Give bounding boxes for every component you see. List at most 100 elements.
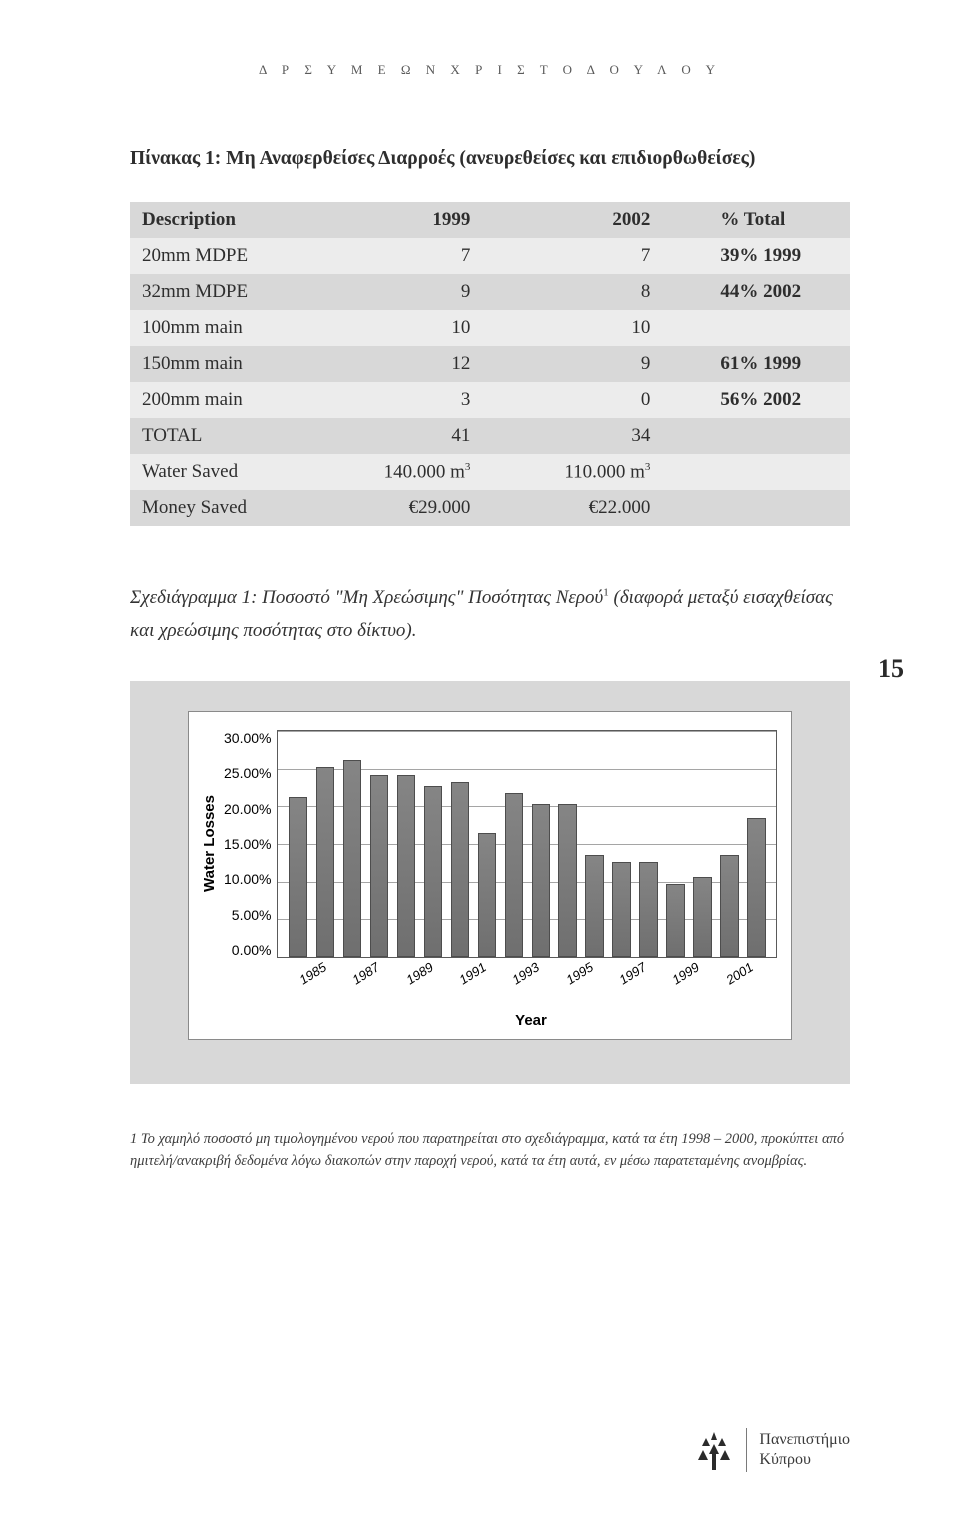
bar-slot xyxy=(635,731,662,957)
bar xyxy=(639,862,657,957)
table-cell: 150mm main xyxy=(130,346,360,382)
table-cell: 39% 1999 xyxy=(720,238,850,274)
col-description: Description xyxy=(130,202,360,238)
bar xyxy=(451,782,469,957)
bar xyxy=(370,775,388,957)
table-cell: Money Saved xyxy=(130,490,360,526)
bar-slot xyxy=(689,731,716,957)
chart-container: Water Losses 30.00%25.00%20.00%15.00%10.… xyxy=(130,681,850,1084)
bar xyxy=(478,833,496,957)
table-cell: Water Saved xyxy=(130,454,360,490)
table-cell: 41 xyxy=(360,418,540,454)
table-row: 200mm main3056% 2002 xyxy=(130,382,850,418)
table-cell: 140.000 m3 xyxy=(360,454,540,490)
bar xyxy=(612,862,630,957)
table-cell xyxy=(720,418,850,454)
table-cell: 7 xyxy=(540,238,720,274)
table-header-row: Description 1999 2002 % Total xyxy=(130,202,850,238)
bar-slot xyxy=(284,731,311,957)
leaks-table: Description 1999 2002 % Total 20mm MDPE7… xyxy=(130,202,850,526)
bar-slot xyxy=(527,731,554,957)
table-row: 32mm MDPE9844% 2002 xyxy=(130,274,850,310)
col-total: % Total xyxy=(720,202,850,238)
ytick-label: 0.00% xyxy=(224,942,271,958)
bar-slot xyxy=(311,731,338,957)
bar-slot xyxy=(500,731,527,957)
bar-slot xyxy=(608,731,635,957)
col-2002: 2002 xyxy=(540,202,720,238)
table-cell: €29.000 xyxy=(360,490,540,526)
table-cell: 100mm main xyxy=(130,310,360,346)
bar xyxy=(558,804,576,957)
bar-slot xyxy=(446,731,473,957)
chart-yticks: 30.00%25.00%20.00%15.00%10.00%5.00%0.00% xyxy=(220,730,277,958)
table-row: 150mm main12961% 1999 xyxy=(130,346,850,382)
bar xyxy=(693,877,711,957)
footnote-text: 1 Το χαμηλό ποσοστό μη τιμολογημένου νερ… xyxy=(130,1128,850,1173)
table-title: Πίνακας 1: Μη Αναφερθείσες Διαρροές (ανε… xyxy=(130,148,850,170)
bar xyxy=(397,775,415,957)
footer: Πανεπιστήμιο Κύπρου xyxy=(694,1428,850,1472)
table-row: 20mm MDPE7739% 1999 xyxy=(130,238,850,274)
bar-slot xyxy=(581,731,608,957)
table-cell: 10 xyxy=(540,310,720,346)
bar-slot xyxy=(338,731,365,957)
footer-divider xyxy=(746,1428,747,1472)
ytick-label: 30.00% xyxy=(224,730,271,746)
table-cell xyxy=(720,310,850,346)
chart-xticks: 198519871989199119931995199719992001 xyxy=(285,958,777,992)
table-cell: 110.000 m3 xyxy=(540,454,720,490)
bar xyxy=(424,786,442,957)
bar xyxy=(316,767,334,957)
table-row: 100mm main1010 xyxy=(130,310,850,346)
ytick-label: 25.00% xyxy=(224,765,271,781)
bar xyxy=(289,797,307,957)
table-cell: 0 xyxy=(540,382,720,418)
ytick-label: 15.00% xyxy=(224,836,271,852)
table-cell xyxy=(720,454,850,490)
university-line2: Κύπρου xyxy=(759,1450,850,1470)
table-cell: 32mm MDPE xyxy=(130,274,360,310)
table-cell: 56% 2002 xyxy=(720,382,850,418)
bar-slot xyxy=(365,731,392,957)
ytick-label: 5.00% xyxy=(224,907,271,923)
bar xyxy=(505,793,523,957)
university-line1: Πανεπιστήμιο xyxy=(759,1430,850,1450)
university-logo-icon xyxy=(694,1428,734,1472)
bar-slot xyxy=(716,731,743,957)
caption-pre: Σχεδιάγραμμα 1: Ποσοστό "Μη Χρεώσιμης" Π… xyxy=(130,587,603,608)
bar xyxy=(532,804,550,957)
chart-caption: Σχεδιάγραμμα 1: Ποσοστό "Μη Χρεώσιμης" Π… xyxy=(130,582,850,647)
table-cell: 8 xyxy=(540,274,720,310)
table-cell xyxy=(720,490,850,526)
bar-slot xyxy=(392,731,419,957)
bar-slot xyxy=(662,731,689,957)
chart-ylabel: Water Losses xyxy=(199,730,220,958)
table-row: TOTAL4134 xyxy=(130,418,850,454)
university-name: Πανεπιστήμιο Κύπρου xyxy=(759,1430,850,1470)
table-cell: 34 xyxy=(540,418,720,454)
page-number: 15 xyxy=(878,654,904,684)
table-cell: 7 xyxy=(360,238,540,274)
bar-slot xyxy=(419,731,446,957)
xtick-label xyxy=(748,955,785,993)
bar xyxy=(343,760,361,957)
chart-bars xyxy=(278,731,776,957)
bar-slot xyxy=(473,731,500,957)
table-row: Water Saved140.000 m3110.000 m3 xyxy=(130,454,850,490)
table-cell: €22.000 xyxy=(540,490,720,526)
table-cell: 200mm main xyxy=(130,382,360,418)
table-cell: 61% 1999 xyxy=(720,346,850,382)
chart-xlabel: Year xyxy=(285,1012,777,1029)
col-1999: 1999 xyxy=(360,202,540,238)
bar xyxy=(747,818,765,957)
bar xyxy=(666,884,684,957)
table-cell: 44% 2002 xyxy=(720,274,850,310)
ytick-label: 20.00% xyxy=(224,801,271,817)
chart-box: Water Losses 30.00%25.00%20.00%15.00%10.… xyxy=(188,711,792,1040)
bar xyxy=(585,855,603,957)
chart-plot-area xyxy=(277,730,777,958)
bar-slot xyxy=(743,731,770,957)
table-cell: 9 xyxy=(540,346,720,382)
table-cell: 20mm MDPE xyxy=(130,238,360,274)
